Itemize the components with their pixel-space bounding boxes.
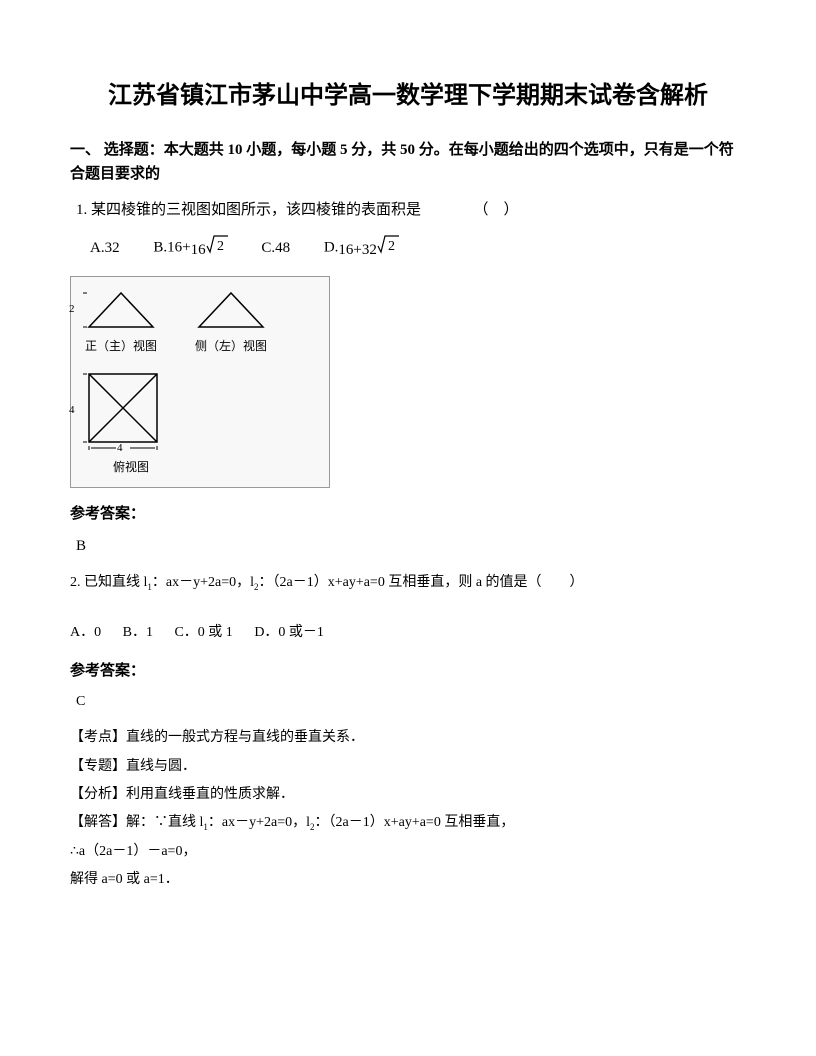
q2-option-c: C．0 或 1 (174, 625, 232, 640)
q1-option-a: A.32 (90, 236, 120, 260)
q1-top-view-label: 俯视图 (81, 458, 181, 477)
q2-text-p1: 2. 已知直线 l (70, 575, 147, 590)
q1-optb-coef: 16 (191, 238, 206, 262)
q2-explain-1: 【考点】直线的一般式方程与直线的垂直关系． (70, 727, 746, 749)
q2-option-a: A．0 (70, 625, 101, 640)
q1-front-view: 2 正（主）视图 (81, 287, 161, 356)
q2-explain-5: ∴a（2a－1）－a=0， (70, 841, 746, 863)
section-1-heading: 一、 选择题：本大题共 10 小题，每小题 5 分，共 50 分。在每小题给出的… (70, 138, 746, 186)
q1-dim-2: 2 (69, 301, 75, 319)
q2-answer-label: 参考答案： (70, 659, 746, 683)
q2-text-p3: ：（2a－1）x+ay+a=0 互相垂直，则 a 的值是（ ） (259, 575, 584, 590)
q1-side-view-label: 侧（左）视图 (191, 337, 271, 356)
q2-answer: C (76, 691, 746, 713)
q1-optb-sqrt: 16 2 (191, 234, 228, 262)
page-title: 江苏省镇江市茅山中学高一数学理下学期期末试卷含解析 (70, 80, 746, 114)
q2-explain-6: 解得 a=0 或 a=1． (70, 869, 746, 891)
question-1-text: 1. 某四棱锥的三视图如图所示，该四棱锥的表面积是 （ ） (76, 198, 746, 222)
q2-explain-2: 【专题】直线与圆． (70, 756, 746, 778)
q1-optd-expr: 16+32 (338, 238, 376, 262)
q2-line4-p1: 【解答】解：∵直线 l (70, 815, 203, 830)
q1-front-view-label: 正（主）视图 (81, 337, 161, 356)
q1-optd-radicand: 2 (388, 239, 395, 254)
question-2-text: 2. 已知直线 l1：ax－y+2a=0，l2：（2a－1）x+ay+a=0 互… (70, 572, 746, 594)
q2-explain-4: 【解答】解：∵直线 l1：ax－y+2a=0，l2：（2a－1）x+ay+a=0… (70, 812, 746, 834)
q1-option-b: B.16+16 2 (153, 234, 227, 262)
q2-explain-3: 【分析】利用直线垂直的性质求解． (70, 784, 746, 806)
question-2-options: A．0 B．1 C．0 或 1 D．0 或－1 (70, 622, 746, 644)
q1-dim-4a: 4 (69, 402, 75, 420)
q1-option-c: C.48 (261, 236, 290, 260)
q1-answer-label: 参考答案： (70, 502, 746, 526)
q2-option-b: B．1 (123, 625, 153, 640)
q1-views-top-row: 2 正（主）视图 侧（左）视图 (81, 287, 319, 356)
q1-dim-4b: 4 (117, 440, 123, 458)
q2-line4-p3: ：（2a－1）x+ay+a=0 互相垂直， (315, 815, 515, 830)
q1-option-d: D.16+32 2 (324, 234, 399, 262)
q1-side-view: 侧（左）视图 (191, 287, 271, 356)
question-1-options: A.32 B.16+16 2 C.48 D.16+32 2 (90, 234, 746, 262)
q1-optd-sqrt: 16+32 2 (338, 234, 398, 262)
q1-optb-prefix: B.16+ (153, 239, 190, 255)
q1-optb-radicand: 2 (217, 239, 224, 254)
q1-figure: 2 正（主）视图 侧（左）视图 4 (70, 276, 330, 488)
q2-line4-p2: ：ax－y+2a=0，l (208, 815, 310, 830)
q2-text-p2: ：ax－y+2a=0，l (152, 575, 254, 590)
q1-top-view: 4 4 俯视图 (81, 370, 181, 477)
q1-answer: B (76, 534, 746, 558)
q1-optd-prefix: D. (324, 239, 339, 255)
q2-option-d: D．0 或－1 (254, 625, 324, 640)
